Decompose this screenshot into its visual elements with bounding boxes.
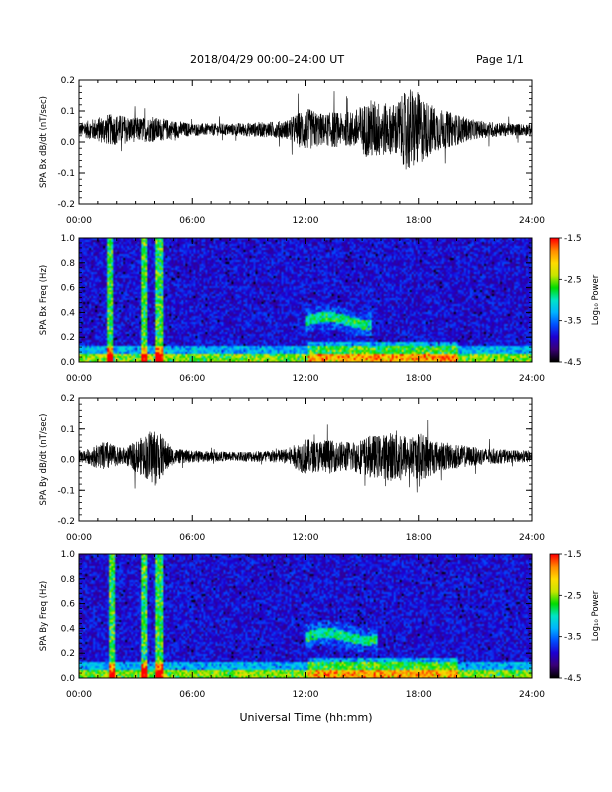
colorbar-tick-label: -4.5 (564, 674, 582, 684)
x-axis-title: Universal Time (hh:mm) (239, 711, 373, 724)
colorbar-tick-label: -3.5 (564, 633, 582, 643)
x-tick-label: 12:00 (293, 533, 319, 543)
y-tick-label: 0.8 (61, 259, 76, 269)
y-tick-label: 0.1 (61, 107, 75, 117)
x-tick-label: 24:00 (519, 216, 545, 226)
colorbar-tick-label: -2.5 (564, 275, 582, 285)
plot-frame (78, 79, 533, 205)
y-tick-label: -0.1 (57, 486, 75, 496)
spectrogram-image-1 (79, 238, 532, 362)
series-trace-2 (78, 420, 533, 493)
x-tick-label: 12:00 (293, 690, 319, 700)
x-tick-label: 00:00 (66, 690, 92, 700)
x-tick-label: 24:00 (519, 374, 545, 384)
x-tick-label: 00:00 (66, 374, 92, 384)
x-tick-label: 00:00 (66, 533, 92, 543)
y-tick-label: 0.4 (61, 624, 76, 634)
colorbar-label: Log₁₀ Power (591, 274, 601, 325)
x-tick-label: 18:00 (406, 690, 432, 700)
panel-bx-spectrogram: 00:00 06:00 12:00 18:00 24:00 1.0 0.8 0.6 0.4 0.2… (39, 234, 601, 384)
x-tick-label: 06:00 (179, 533, 205, 543)
y-tick-label: 0.2 (61, 649, 75, 659)
x-tick-label: 24:00 (519, 690, 545, 700)
colorbar-tick-label: -4.5 (564, 358, 582, 368)
y-tick-label: 0.4 (61, 308, 76, 318)
y-tick-label: 0.6 (61, 284, 76, 294)
y-tick-label: 0.0 (61, 358, 76, 368)
series-trace-0 (78, 89, 533, 170)
colorbar-tick-label: -1.5 (564, 234, 582, 244)
spectrogram-image-3 (79, 554, 532, 678)
y-tick-label: 0.0 (61, 674, 76, 684)
colorbar (550, 238, 559, 362)
y-tick-label: 0.2 (61, 333, 75, 343)
y-axis-label: SPA Bx dB/dt (nT/sec) (39, 96, 49, 188)
x-tick-label: 06:00 (179, 374, 205, 384)
panel-by: 00:00 06:00 12:00 18:00 24:00 0.2 0.1 0.0 -0.1 -0… (39, 394, 545, 543)
x-tick-label: 18:00 (406, 216, 432, 226)
panel-by-spectrogram: 00:00 06:00 12:00 18:00 24:00 1.0 0.8 0.6 0.4 0.2… (39, 550, 601, 700)
x-tick-label: 06:00 (179, 216, 205, 226)
colorbar-tick-label: -3.5 (564, 317, 582, 327)
panel-bx: 00:00 06:00 12:00 18:00 24:00 0.2 0.1 0.0 -0.1 -0… (39, 76, 545, 226)
y-tick-label: 0.6 (61, 600, 76, 610)
x-tick-label: 18:00 (406, 374, 432, 384)
x-tick-label: 18:00 (406, 533, 432, 543)
y-tick-label: -0.2 (57, 517, 75, 527)
colorbar-tick-label: -1.5 (564, 550, 582, 560)
y-tick-label: 0.0 (61, 138, 76, 148)
figure-title: 2018/04/29 00:00–24:00 UT (190, 53, 345, 66)
colorbar (550, 554, 559, 678)
y-tick-label: -0.2 (57, 200, 75, 210)
y-tick-label: 0.8 (61, 575, 76, 585)
y-tick-label: 0.1 (61, 425, 75, 435)
x-tick-label: 06:00 (179, 690, 205, 700)
x-tick-label: 00:00 (66, 216, 92, 226)
y-axis-label: SPA By Freq (Hz) (39, 581, 49, 651)
colorbar-frame (549, 553, 560, 679)
y-tick-label: 0.2 (61, 76, 75, 86)
y-tick-label: 0.2 (61, 394, 75, 404)
y-tick-label: 0.0 (61, 456, 76, 466)
page-indicator: Page 1/1 (476, 53, 524, 66)
x-tick-label: 24:00 (519, 533, 545, 543)
y-axis-label: SPA By dB/dt (nT/sec) (39, 414, 49, 506)
colorbar-frame (549, 237, 560, 363)
y-tick-label: 1.0 (61, 550, 76, 560)
y-tick-label: -0.1 (57, 169, 75, 179)
x-tick-label: 12:00 (293, 216, 319, 226)
x-tick-label: 12:00 (293, 374, 319, 384)
colorbar-tick-label: -2.5 (564, 591, 582, 601)
y-tick-label: 1.0 (61, 234, 76, 244)
colorbar-label: Log₁₀ Power (591, 590, 601, 641)
y-axis-label: SPA Bx Freq (Hz) (39, 265, 49, 335)
